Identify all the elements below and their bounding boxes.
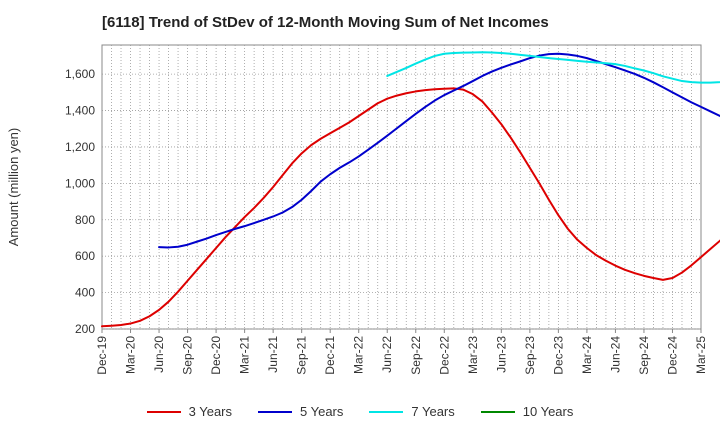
x-tick-label: Dec-23 <box>551 336 565 375</box>
grid-lines <box>102 45 701 330</box>
series-lines <box>101 51 720 328</box>
y-axis-label: Amount (million yen) <box>6 128 21 247</box>
legend-label: 5 Years <box>300 404 344 419</box>
y-tick-label: 200 <box>75 322 95 336</box>
legend-swatch <box>369 410 404 413</box>
x-tick-label: Dec-20 <box>209 336 223 375</box>
plot-area <box>101 44 702 330</box>
x-tick-label: Jun-24 <box>608 336 622 373</box>
series-line-3-years <box>101 87 720 328</box>
legend-item: 10 Years <box>480 404 574 419</box>
x-tick-label: Mar-25 <box>694 336 708 374</box>
legend-label: 3 Years <box>188 404 232 419</box>
x-tick-label: Jun-22 <box>380 336 394 373</box>
y-tick-label: 400 <box>75 286 95 300</box>
x-tick-label: Sep-23 <box>523 336 537 375</box>
x-tick-label: Mar-23 <box>466 336 480 374</box>
legend-swatch <box>480 410 515 413</box>
x-tick-label: Dec-22 <box>437 336 451 375</box>
x-tick-label: Mar-24 <box>580 336 594 374</box>
x-tick-label: Dec-21 <box>323 336 337 375</box>
legend-item: 3 Years <box>146 404 232 419</box>
y-tick-label: 1,400 <box>65 104 95 118</box>
y-tick-label: 1,600 <box>65 67 95 81</box>
y-tick-label: 600 <box>75 249 95 263</box>
x-tick-label: Jun-21 <box>266 336 280 373</box>
chart-title: [6118] Trend of StDev of 12-Month Moving… <box>102 14 549 31</box>
series-line-7-years <box>386 51 720 84</box>
legend-swatch <box>258 410 292 413</box>
x-tick-label: Sep-21 <box>295 336 309 375</box>
x-tick-label: Jun-23 <box>494 336 508 373</box>
x-tick-labels: Dec-19 Mar-20 Jun-20 Sep-20 Dec-20 Mar-21 Jun-… <box>95 329 708 375</box>
legend: 3 Years 5 Years 7 Years 10 Years <box>0 404 720 419</box>
legend-item: 7 Years <box>369 404 455 419</box>
x-tick-label: Sep-22 <box>409 336 423 375</box>
legend-swatch <box>146 410 181 413</box>
x-tick-label: Jun-20 <box>152 336 166 373</box>
y-tick-labels: 200 400 600 800 1,000 1,200 1,400 1,600 <box>65 67 95 336</box>
y-tick-label: 1,000 <box>65 176 95 190</box>
legend-label: 7 Years <box>411 404 455 419</box>
series-line-5-years <box>158 52 720 249</box>
legend-label: 10 Years <box>522 404 574 419</box>
x-tick-label: Dec-19 <box>95 336 109 375</box>
x-tick-label: Mar-21 <box>238 336 252 374</box>
y-tick-label: 1,200 <box>65 140 95 154</box>
x-tick-label: Mar-20 <box>124 336 138 374</box>
x-tick-label: Sep-20 <box>181 336 195 375</box>
x-tick-label: Mar-22 <box>352 336 366 374</box>
legend-item: 5 Years <box>258 404 343 419</box>
y-tick-label: 800 <box>75 213 95 227</box>
x-tick-label: Dec-24 <box>665 336 679 375</box>
x-tick-label: Sep-24 <box>637 336 651 375</box>
